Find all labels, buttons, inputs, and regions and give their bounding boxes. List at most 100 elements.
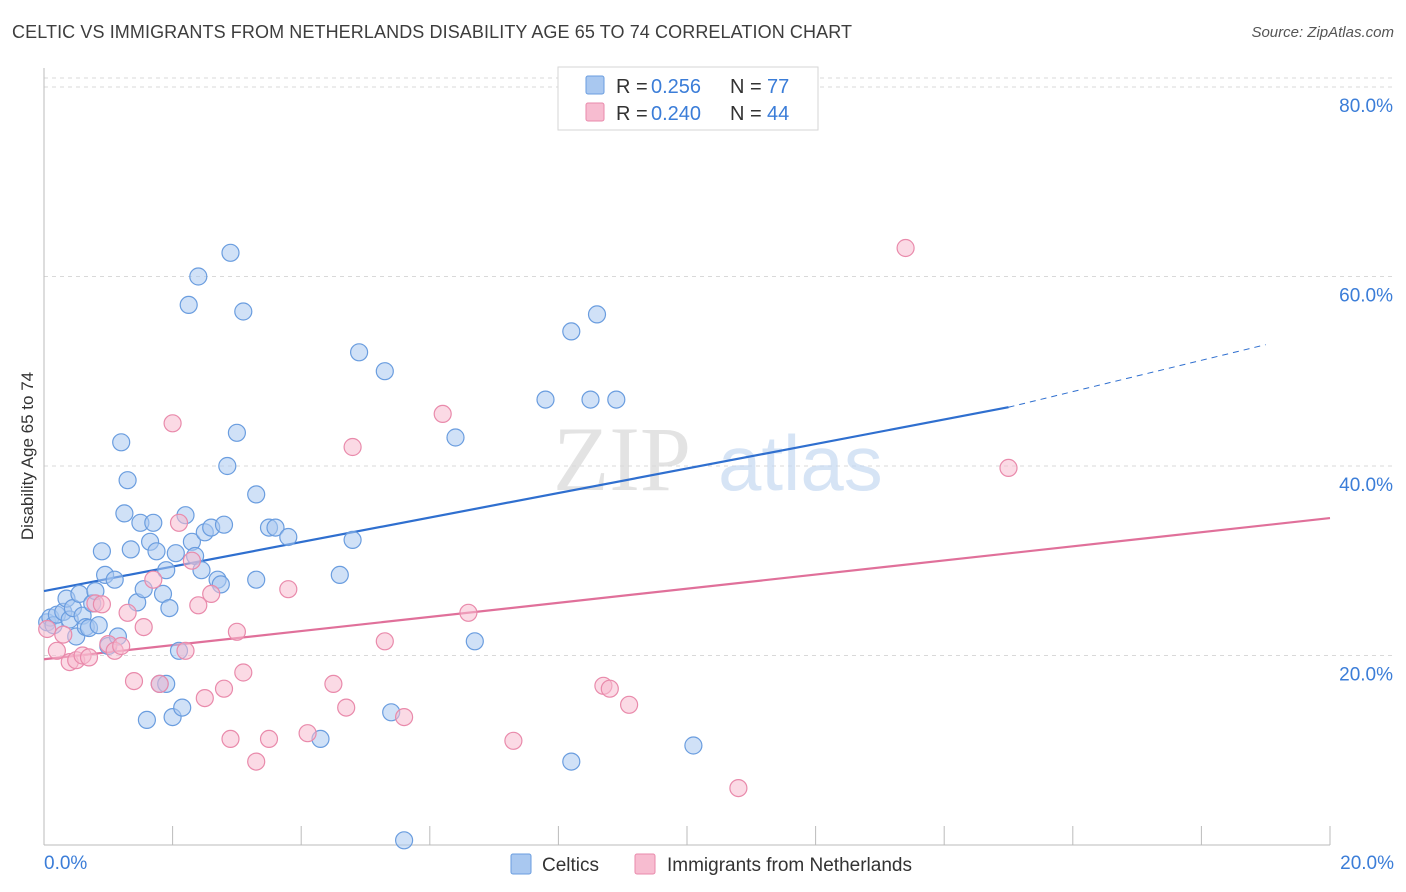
- y-tick-label: 40.0%: [1339, 475, 1393, 496]
- legend-swatch-celtics: [585, 75, 605, 95]
- y-axis-title: Disability Age 65 to 74: [18, 372, 37, 540]
- point-celtics: [227, 423, 246, 442]
- point-celtics: [105, 570, 124, 589]
- point-celtics: [179, 295, 198, 314]
- chart-title: CELTIC VS IMMIGRANTS FROM NETHERLANDS DI…: [12, 22, 853, 42]
- point-celtics: [189, 267, 208, 286]
- point-netherlands: [54, 625, 73, 644]
- point-netherlands: [337, 698, 356, 717]
- legend-n-label-netherlands: N =: [730, 103, 762, 125]
- point-netherlands: [395, 707, 414, 727]
- point-netherlands: [298, 724, 317, 743]
- point-netherlands: [47, 641, 67, 660]
- point-netherlands: [176, 641, 195, 660]
- point-celtics: [147, 542, 166, 561]
- point-netherlands: [343, 437, 362, 457]
- point-celtics: [214, 515, 234, 534]
- point-celtics: [465, 632, 484, 651]
- point-celtics: [92, 542, 112, 561]
- point-celtics: [279, 527, 298, 547]
- point-netherlands: [375, 632, 394, 651]
- point-celtics: [173, 698, 192, 717]
- point-netherlands: [79, 648, 99, 667]
- series-legend-swatch-netherlands: [634, 853, 656, 875]
- point-netherlands: [118, 603, 137, 622]
- point-netherlands: [729, 778, 748, 798]
- point-netherlands: [619, 695, 639, 714]
- point-celtics: [266, 518, 285, 537]
- point-netherlands: [221, 729, 240, 749]
- x-axis-ticks: [43, 826, 1331, 845]
- point-netherlands: [195, 688, 214, 708]
- point-celtics: [607, 390, 626, 409]
- point-celtics: [343, 530, 362, 550]
- x-tick-label-max: 20.0%: [1340, 853, 1394, 874]
- series-legend-label-netherlands: Immigrants from Netherlands: [667, 855, 912, 876]
- point-celtics: [562, 752, 581, 771]
- point-celtics: [395, 831, 414, 850]
- watermark-atlas: atlas: [718, 419, 883, 507]
- x-tick-label-min: 0.0%: [44, 853, 87, 874]
- grid-lines: [44, 77, 1394, 656]
- legend-n-value-celtics: 77: [767, 76, 789, 98]
- point-celtics: [234, 302, 253, 321]
- point-netherlands: [279, 580, 298, 599]
- point-celtics: [536, 390, 555, 409]
- point-celtics: [118, 471, 137, 490]
- point-celtics: [684, 736, 703, 755]
- point-celtics: [446, 428, 465, 447]
- point-netherlands: [150, 674, 169, 694]
- point-netherlands: [234, 663, 253, 682]
- series-legend-swatch-celtics: [510, 853, 532, 875]
- legend-n-value-netherlands: 44: [767, 103, 789, 125]
- point-netherlands: [459, 603, 478, 622]
- point-celtics: [160, 598, 179, 618]
- point-netherlands: [124, 671, 144, 691]
- y-tick-label: 20.0%: [1339, 664, 1393, 685]
- series-legend: Celtics Immigrants from Netherlands: [510, 853, 912, 876]
- point-netherlands: [214, 679, 234, 698]
- y-tick-label: 80.0%: [1339, 96, 1393, 117]
- trend-line-celtics: [43, 406, 1009, 593]
- point-celtics: [247, 570, 266, 589]
- point-netherlands: [433, 404, 452, 423]
- point-netherlands: [112, 636, 131, 656]
- y-tick-label: 60.0%: [1339, 285, 1393, 306]
- point-celtics: [587, 305, 607, 324]
- point-celtics: [89, 616, 108, 635]
- point-celtics: [157, 561, 176, 580]
- point-celtics: [218, 456, 237, 476]
- point-celtics: [581, 390, 600, 409]
- point-netherlands: [134, 617, 153, 637]
- point-netherlands: [182, 551, 201, 570]
- point-netherlands: [169, 513, 189, 532]
- point-netherlands: [38, 619, 57, 639]
- legend-r-value-netherlands: 0.240: [651, 103, 701, 125]
- stats-legend: R = 0.256 N = 77 R = 0.240 N = 44: [557, 66, 819, 131]
- chart-source: Source: ZipAtlas.com: [1251, 24, 1394, 41]
- watermark-zip: ZIP: [553, 408, 691, 510]
- data-points: [38, 238, 1018, 850]
- point-netherlands: [227, 622, 246, 641]
- point-celtics: [247, 485, 266, 504]
- point-netherlands: [259, 729, 279, 749]
- trend-line-celtics-extension: [1008, 344, 1266, 408]
- legend-n-label-celtics: N =: [730, 76, 762, 98]
- legend-r-label-netherlands: R =: [616, 103, 648, 125]
- point-celtics: [350, 343, 369, 362]
- point-celtics: [562, 322, 581, 341]
- point-netherlands: [202, 584, 221, 604]
- point-celtics: [115, 504, 134, 523]
- point-celtics: [144, 513, 163, 532]
- legend-r-label-celtics: R =: [616, 76, 648, 98]
- point-netherlands: [144, 570, 163, 589]
- trend-line-netherlands: [43, 516, 1331, 661]
- legend-r-value-celtics: 0.256: [651, 76, 701, 98]
- point-celtics: [221, 243, 240, 262]
- point-netherlands: [600, 679, 619, 698]
- trend-lines: [43, 344, 1331, 661]
- point-netherlands: [324, 674, 343, 694]
- point-netherlands: [92, 595, 112, 614]
- point-celtics: [330, 565, 349, 585]
